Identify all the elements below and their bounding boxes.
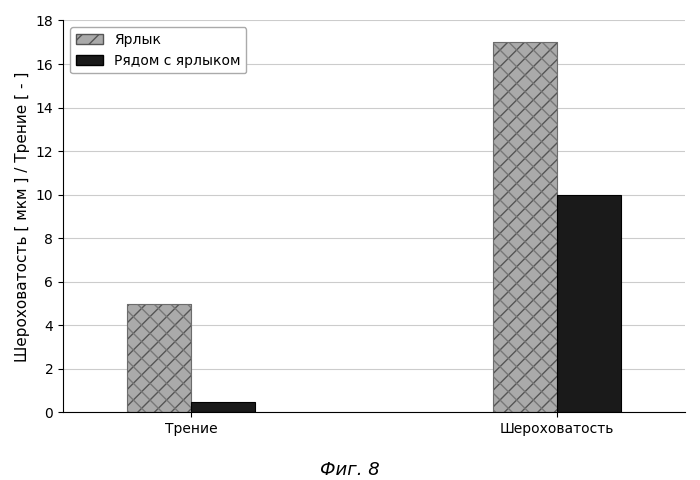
Bar [493,42,557,412]
Legend: Ярлык, Рядом с ярлыком: Ярлык, Рядом с ярлыком [70,27,246,73]
Bar [191,402,255,412]
Bar [493,42,557,412]
Text: Фиг. 8: Фиг. 8 [320,461,380,479]
Bar [557,195,621,412]
Bar [127,303,191,412]
Bar [127,303,191,412]
Y-axis label: Шероховатость [ мкм ] / Трение [ - ]: Шероховатость [ мкм ] / Трение [ - ] [15,72,30,361]
